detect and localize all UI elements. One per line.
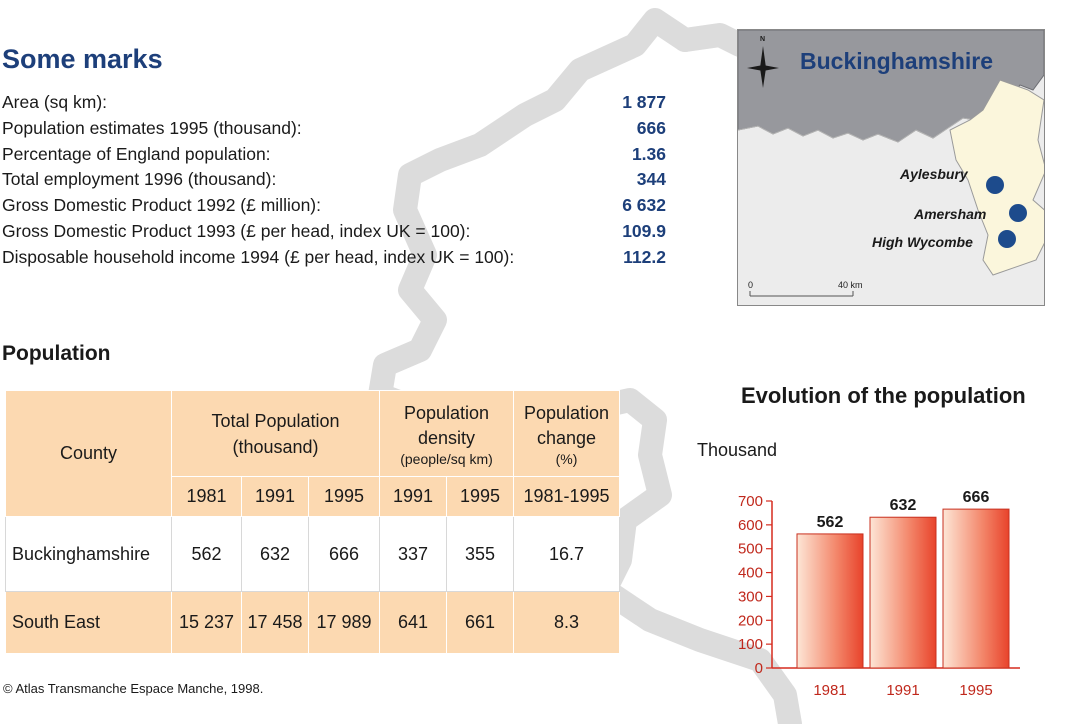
cell-change: 16.7 [513,516,620,592]
fact-label: Area (sq km): [2,92,108,112]
bar-value-label: 666 [963,489,990,506]
cell-county: South East [5,591,172,654]
cell-pop-1995: 666 [308,516,380,592]
subheader-1991: 1991 [241,476,309,517]
fact-value: 666 [636,117,666,138]
cell-county: Buckinghamshire [5,516,172,592]
header-change-label: Population change [523,402,610,448]
bar-value-label: 632 [890,497,917,514]
cell-pop-1995: 17 989 [308,591,380,654]
town-marker-high-wycombe [998,230,1016,248]
cell-change: 8.3 [513,591,620,654]
y-tick-label: 0 [755,660,763,677]
header-density-unit: (people/sq km) [400,450,493,467]
town-marker-amersham [1009,204,1027,222]
header-change: Population change (%) [513,390,620,477]
y-tick-label: 200 [738,612,763,629]
header-density-label: Population density [403,402,490,448]
y-tick-label: 600 [738,517,763,534]
subheader-1981: 1981 [171,476,242,517]
chart-title: Evolution of the population [741,383,1026,408]
chart-ylabel: Thousand [697,440,778,460]
fact-label: Population estimates 1995 (thousand): [2,117,302,138]
header-county: County [5,390,172,517]
fact-row: Population estimates 1995 (thousand): 66… [2,116,666,142]
fact-row: Gross Domestic Product 1993 (£ per head,… [2,219,666,245]
cell-pop-1991: 17 458 [241,591,309,654]
y-tick-label: 400 [738,565,763,582]
location-map: N Buckinghamshire Aylesbury Amersham Hig… [737,29,1045,306]
header-total-population-label: Total Population (thousand) [211,410,340,457]
bar-1991 [869,516,937,669]
table-row: Buckinghamshire 562 632 666 337 355 16.7 [5,516,620,592]
chart-axis: 0 100 200 300 400 500 600 700 [738,493,1020,677]
scale-start-label: 0 [748,280,754,290]
y-tick-label: 500 [738,541,763,558]
cell-density-1991: 641 [379,591,447,654]
fact-row: Percentage of England population: 1.36 [2,142,666,168]
fact-label: Percentage of England population: [2,143,271,164]
table-header-row: County Total Population (thousand) Popul… [5,390,620,517]
cell-pop-1981: 562 [171,516,242,592]
x-tick-label: 1995 [959,682,992,699]
bar-1981 [796,533,864,669]
coastline [738,101,1009,143]
bar-1995 [942,508,1010,669]
fact-row: Disposable household income 1994 (£ per … [2,245,666,271]
header-total-population: Total Population (thousand) [171,390,380,477]
town-marker-aylesbury [986,176,1004,194]
fact-row: Total employment 1996 (thousand): 344 [2,167,666,193]
chart-bars: 562 1981 632 1991 666 1995 [796,489,1010,699]
town-label-aylesbury: Aylesbury [900,166,968,182]
some-marks-title: Some marks [2,44,163,74]
compass-rose-icon [747,46,779,88]
fact-value: 6 632 [622,195,666,216]
scale-end-label: 40 km [838,280,863,290]
cell-pop-1981: 15 237 [171,591,242,654]
table-subheader-row: 1981 1991 1995 1991 1995 1981-1995 [6,476,620,517]
header-change-unit: (%) [555,450,578,467]
fact-row: Gross Domestic Product 1992 (£ million):… [2,193,666,219]
subheader-density-1991: 1991 [379,476,447,517]
town-label-amersham: Amersham [914,206,987,222]
y-tick-label: 300 [738,588,763,605]
fact-value: 1 877 [622,92,666,112]
cell-pop-1991: 632 [241,516,309,592]
y-tick-label: 100 [738,636,763,653]
bar-value-label: 562 [817,514,844,531]
map-title: Buckinghamshire [800,48,993,74]
fact-value: 109.9 [622,220,666,241]
table-row: South East 15 237 17 458 17 989 641 661 … [5,591,620,654]
population-bar-chart: 0 100 200 300 400 500 600 700 562 1981 632 1991 666… [738,489,1020,699]
subheader-1995: 1995 [308,476,380,517]
header-density: Population density (people/sq km) [379,390,514,477]
subheader-density-1995: 1995 [446,476,514,517]
fact-value: 1.36 [631,143,666,164]
fact-label: Total employment 1996 (thousand): [2,169,277,190]
facts-list: Area (sq km): 1 877 Population estimates… [2,90,666,271]
y-tick-label: 700 [738,493,763,510]
town-label-high-wycombe: High Wycombe [872,234,973,250]
fact-value: 112.2 [623,246,666,267]
cell-density-1995: 355 [446,516,514,592]
cell-density-1995: 661 [446,591,514,654]
fact-label: Gross Domestic Product 1992 (£ million): [2,195,321,216]
fact-label: Gross Domestic Product 1993 (£ per head,… [2,220,471,241]
population-title: Population [2,342,111,365]
x-tick-label: 1991 [886,682,919,699]
copyright-note: © Atlas Transmanche Espace Manche, 1998. [3,681,264,696]
population-table: County Total Population (thousand) Popul… [5,390,620,654]
compass-north-label: N [760,36,766,43]
fact-value: 344 [636,169,666,190]
cell-density-1991: 337 [379,516,447,592]
x-tick-label: 1981 [813,682,846,699]
fact-row: Area (sq km): 1 877 [2,90,666,116]
subheader-period: 1981-1995 [513,476,620,517]
fact-label: Disposable household income 1994 (£ per … [2,246,515,267]
